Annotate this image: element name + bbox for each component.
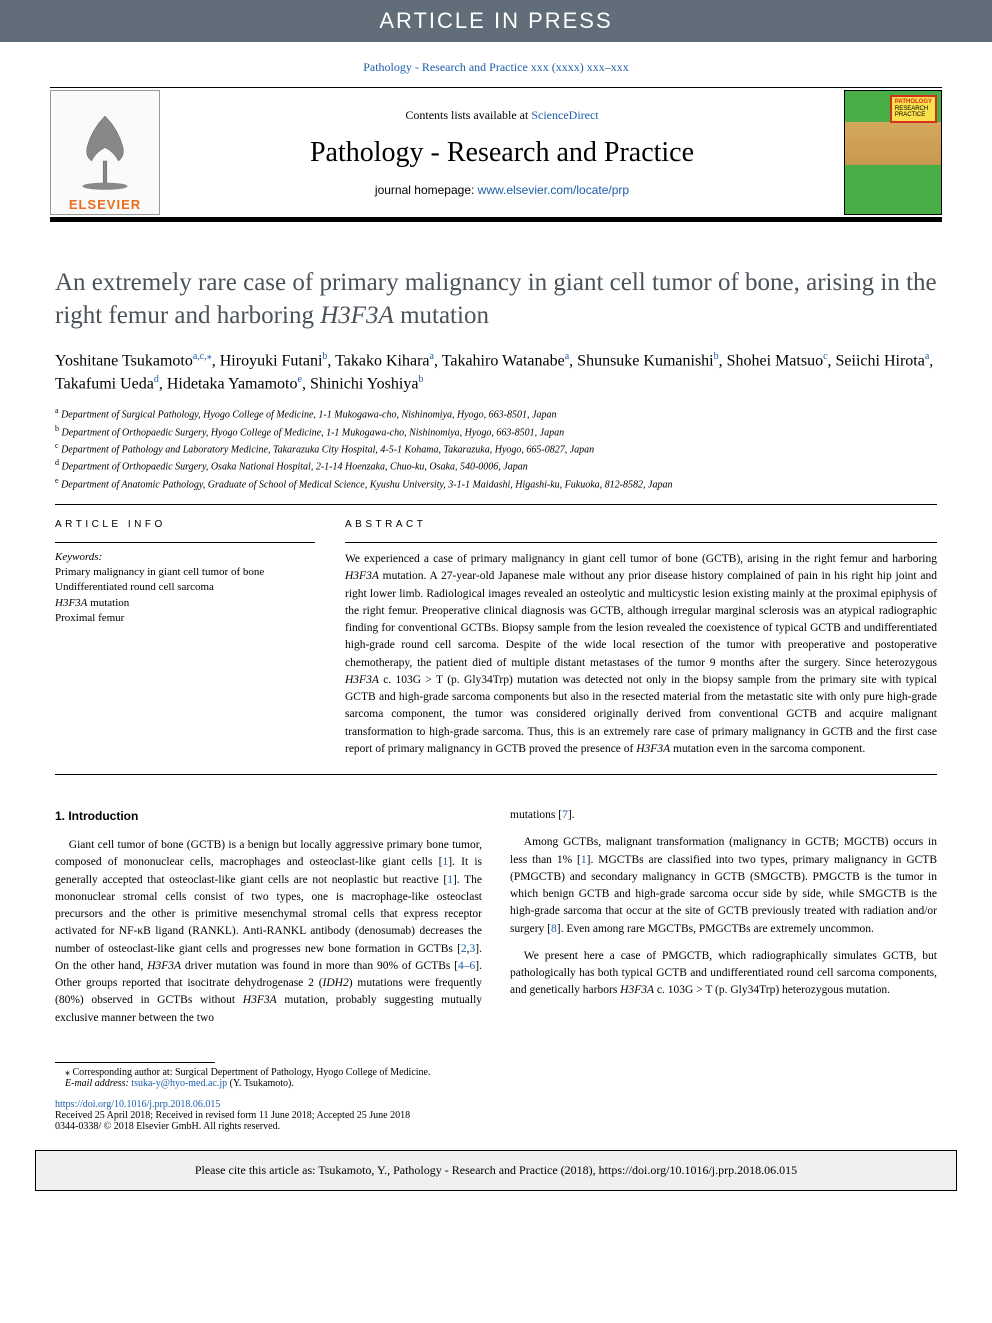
doi-link[interactable]: https://doi.org/10.1016/j.prp.2018.06.01… bbox=[55, 1099, 220, 1110]
homepage-line: journal homepage: www.elsevier.com/locat… bbox=[160, 183, 844, 197]
divider bbox=[55, 774, 937, 775]
journal-name: Pathology - Research and Practice bbox=[160, 137, 844, 169]
received-line: Received 25 April 2018; Received in revi… bbox=[55, 1110, 937, 1121]
right-column: mutations [7]. Among GCTBs, malignant tr… bbox=[510, 807, 937, 1037]
email-line: E-mail address: tsuka-y@hyo-med.ac.jp (Y… bbox=[65, 1078, 937, 1089]
article-info-column: ARTICLE INFO Keywords: Primary malignanc… bbox=[55, 519, 315, 758]
sciencedirect-link[interactable]: ScienceDirect bbox=[531, 108, 598, 122]
keywords-label: Keywords: bbox=[55, 551, 315, 563]
banner-text: ARTICLE IN PRESS bbox=[379, 8, 612, 33]
article-body: An extremely rare case of primary malign… bbox=[55, 267, 937, 1037]
journal-header: ELSEVIER Contents lists available at Sci… bbox=[50, 87, 942, 222]
journal-cover-thumbnail[interactable]: PATHOLOGYRESEARCHPRACTICE bbox=[844, 90, 942, 215]
affiliations-list: a Department of Surgical Pathology, Hyog… bbox=[55, 405, 937, 492]
info-abstract-row: ARTICLE INFO Keywords: Primary malignanc… bbox=[55, 519, 937, 758]
divider bbox=[55, 504, 937, 505]
intro-paragraph-2: Among GCTBs, malignant transformation (m… bbox=[510, 834, 937, 938]
corresponding-author-note: ⁎ Corresponding author at: Surgical Depe… bbox=[65, 1067, 937, 1078]
email-link[interactable]: tsuka-y@hyo-med.ac.jp bbox=[131, 1078, 227, 1089]
contents-line: Contents lists available at ScienceDirec… bbox=[160, 108, 844, 123]
journal-citation: Pathology - Research and Practice xxx (x… bbox=[0, 60, 992, 75]
intro-heading: 1. Introduction bbox=[55, 807, 482, 825]
intro-paragraph-1-cont: mutations [7]. bbox=[510, 807, 937, 824]
doi-line: https://doi.org/10.1016/j.prp.2018.06.01… bbox=[55, 1099, 937, 1110]
abstract-heading: ABSTRACT bbox=[345, 519, 937, 530]
divider bbox=[345, 542, 937, 543]
copyright-line: 0344-0338/ © 2018 Elsevier GmbH. All rig… bbox=[55, 1121, 937, 1132]
article-in-press-banner: ARTICLE IN PRESS bbox=[0, 0, 992, 42]
homepage-link[interactable]: www.elsevier.com/locate/prp bbox=[478, 183, 629, 197]
footer-divider bbox=[55, 1062, 215, 1063]
elsevier-brand-text: ELSEVIER bbox=[69, 197, 141, 212]
intro-paragraph-1: Giant cell tumor of bone (GCTB) is a ben… bbox=[55, 837, 482, 1027]
cover-title-badge: PATHOLOGYRESEARCHPRACTICE bbox=[890, 95, 937, 123]
article-title: An extremely rare case of primary malign… bbox=[55, 267, 937, 332]
header-center: Contents lists available at ScienceDirec… bbox=[160, 108, 844, 197]
elsevier-tree-icon bbox=[60, 107, 150, 197]
cite-box: Please cite this article as: Tsukamoto, … bbox=[35, 1150, 957, 1191]
left-column: 1. Introduction Giant cell tumor of bone… bbox=[55, 807, 482, 1037]
authors-list: Yoshitane Tsukamotoa,c,⁎, Hiroyuki Futan… bbox=[55, 350, 937, 395]
body-columns: 1. Introduction Giant cell tumor of bone… bbox=[55, 807, 937, 1037]
keywords-list: Primary malignancy in giant cell tumor o… bbox=[55, 565, 315, 627]
abstract-text: We experienced a case of primary maligna… bbox=[345, 551, 937, 758]
divider bbox=[55, 542, 315, 543]
abstract-column: ABSTRACT We experienced a case of primar… bbox=[345, 519, 937, 758]
intro-paragraph-3: We present here a case of PMGCTB, which … bbox=[510, 948, 937, 1000]
footer-block: ⁎ Corresponding author at: Surgical Depe… bbox=[55, 1062, 937, 1132]
elsevier-logo[interactable]: ELSEVIER bbox=[50, 90, 160, 215]
article-info-heading: ARTICLE INFO bbox=[55, 519, 315, 530]
